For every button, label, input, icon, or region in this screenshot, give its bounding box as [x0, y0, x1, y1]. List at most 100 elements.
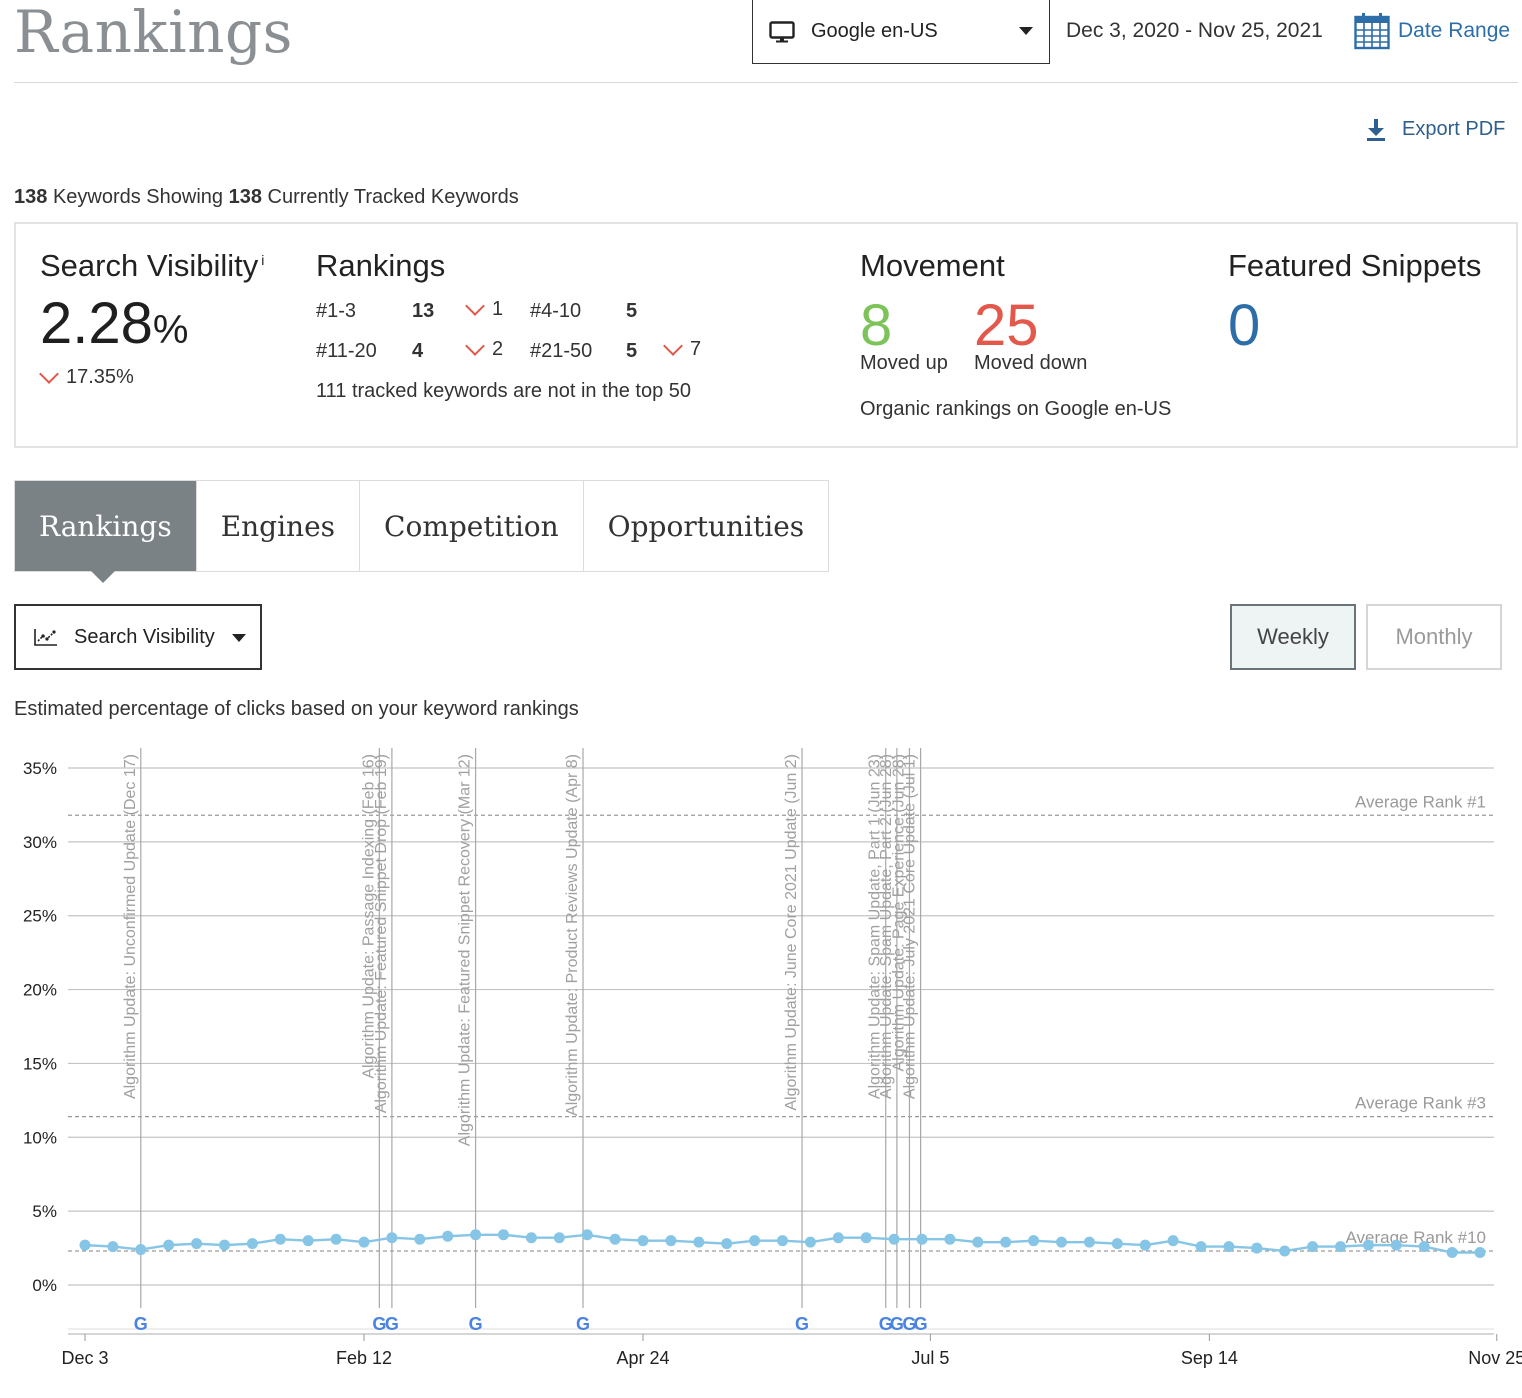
data-point [79, 1239, 91, 1251]
x-tick-label: Nov 25 [1468, 1348, 1522, 1368]
data-point [1195, 1241, 1207, 1253]
data-point [553, 1232, 565, 1244]
data-point [972, 1236, 984, 1248]
moved-up-value: 8 [860, 293, 893, 358]
y-tick-label: 20% [23, 981, 57, 1000]
data-point [1167, 1235, 1179, 1247]
data-point [302, 1235, 314, 1247]
data-point [1446, 1247, 1458, 1259]
monthly-button[interactable]: Monthly [1366, 604, 1502, 670]
search-visibility-title: Search Visibility i [40, 248, 265, 283]
data-point [1111, 1238, 1123, 1250]
data-point [1362, 1239, 1374, 1251]
export-pdf-button[interactable]: Export PDF [1366, 118, 1505, 141]
rank-bucket-label: #21-50 [530, 340, 593, 362]
data-point [804, 1236, 816, 1248]
google-icon: G [914, 1314, 928, 1334]
tab-bar: Rankings Engines Competition Opportuniti… [14, 480, 830, 583]
y-tick-label: 30% [23, 833, 57, 852]
data-point [442, 1230, 454, 1242]
data-point [777, 1235, 788, 1247]
down-arrow-icon [663, 335, 683, 356]
data-point [1028, 1235, 1040, 1247]
data-point [1056, 1236, 1067, 1248]
rankings-title: Rankings [316, 248, 446, 283]
calendar-icon [1354, 13, 1390, 50]
summary-panel: Search Visibility i 2.28% 17.35% Rankings… [14, 222, 1518, 448]
data-point [637, 1235, 649, 1247]
google-icon: G [134, 1314, 148, 1334]
data-point [581, 1229, 593, 1241]
google-icon: G [372, 1314, 386, 1334]
engine-dropdown[interactable]: Google en-US [752, 0, 1050, 64]
data-point [1139, 1239, 1151, 1251]
rank-bucket-change: 2 [465, 335, 503, 361]
google-icon: G [879, 1314, 893, 1334]
keyword-showing-count: 138 [14, 186, 48, 208]
y-tick-label: 15% [23, 1054, 57, 1073]
y-tick-label: 5% [32, 1202, 57, 1221]
y-tick-label: 25% [23, 907, 57, 926]
metric-dropdown[interactable]: Search Visibility [14, 604, 262, 670]
x-tick-label: Jul 5 [911, 1348, 949, 1368]
moved-up-label: Moved up [860, 352, 948, 374]
data-point [330, 1233, 342, 1245]
movement-note: Organic rankings on Google en-US [860, 398, 1172, 420]
data-point [860, 1232, 872, 1244]
data-point [1307, 1241, 1319, 1253]
rankings-note: 111 tracked keywords are not in the top … [316, 380, 692, 402]
tab-competition[interactable]: Competition [360, 481, 584, 571]
event-label: Algorithm Update: July 2021 Core Update … [902, 754, 919, 1099]
data-point [246, 1238, 258, 1250]
tab-engines[interactable]: Engines [196, 481, 361, 571]
data-point [358, 1236, 370, 1248]
search-visibility-chart: 35% 30% 25% 20% 15% 10% 5% 0% Average Rank #1 Ave… [23, 748, 1522, 1368]
data-point [1083, 1236, 1095, 1248]
data-point [1474, 1247, 1486, 1259]
rank-bucket-count: 13 [412, 300, 435, 322]
data-point [135, 1244, 147, 1256]
down-arrow-icon [465, 335, 485, 356]
date-range-label: Date Range [1398, 19, 1511, 42]
down-arrow-icon [39, 363, 59, 384]
event-label: Algorithm Update: Product Reviews Update… [564, 754, 581, 1116]
info-icon[interactable]: i [261, 251, 265, 268]
date-range-text: Dec 3, 2020 - Nov 25, 2021 [1066, 19, 1323, 42]
data-point [414, 1233, 426, 1245]
google-icon: G [469, 1314, 483, 1334]
data-point [219, 1239, 230, 1251]
event-label: Algorithm Update: Spam Update, Part 1 (J… [867, 754, 884, 1099]
featured-snippets-title: Featured Snippets [1228, 248, 1482, 283]
page-title: Rankings [14, 0, 293, 66]
line-chart-icon [34, 629, 57, 646]
keyword-summary: 138 Keywords Showing 138 Currently Track… [14, 186, 519, 209]
data-point [191, 1238, 203, 1250]
y-tick-label: 0% [32, 1276, 57, 1295]
data-point [1418, 1241, 1430, 1253]
rank-bucket-label: #1-3 [316, 300, 357, 322]
data-point [1000, 1236, 1012, 1248]
keyword-showing-label: Keywords Showing [52, 186, 224, 208]
data-point [386, 1232, 398, 1244]
header-divider [14, 82, 1518, 83]
keyword-tracked-count: 138 [228, 186, 262, 208]
rank-bucket-count: 5 [626, 340, 638, 362]
download-icon [1367, 118, 1385, 141]
rank-bucket-label: #4-10 [530, 300, 582, 322]
search-visibility-value: 2.28% [40, 291, 189, 356]
movement-title: Movement [860, 248, 1005, 283]
data-point [525, 1232, 537, 1244]
date-range-button[interactable]: Date Range [1354, 12, 1510, 50]
weekly-button[interactable]: Weekly [1230, 604, 1356, 670]
google-icon: G [795, 1314, 809, 1334]
tab-opportunities[interactable]: Opportunities [583, 481, 829, 571]
down-arrow-icon [465, 295, 485, 316]
data-point [721, 1238, 733, 1250]
event-label: Algorithm Update: June Core 2021 Update … [783, 754, 800, 1111]
event-label: Algorithm Update: Featured Snippet Recov… [457, 754, 474, 1146]
google-icon: G [385, 1314, 399, 1334]
event-label: Algorithm Update: Unconfirmed Update (De… [122, 754, 139, 1099]
tab-rankings[interactable]: Rankings [15, 481, 197, 583]
monitor-icon [769, 20, 795, 42]
data-point [888, 1233, 900, 1245]
